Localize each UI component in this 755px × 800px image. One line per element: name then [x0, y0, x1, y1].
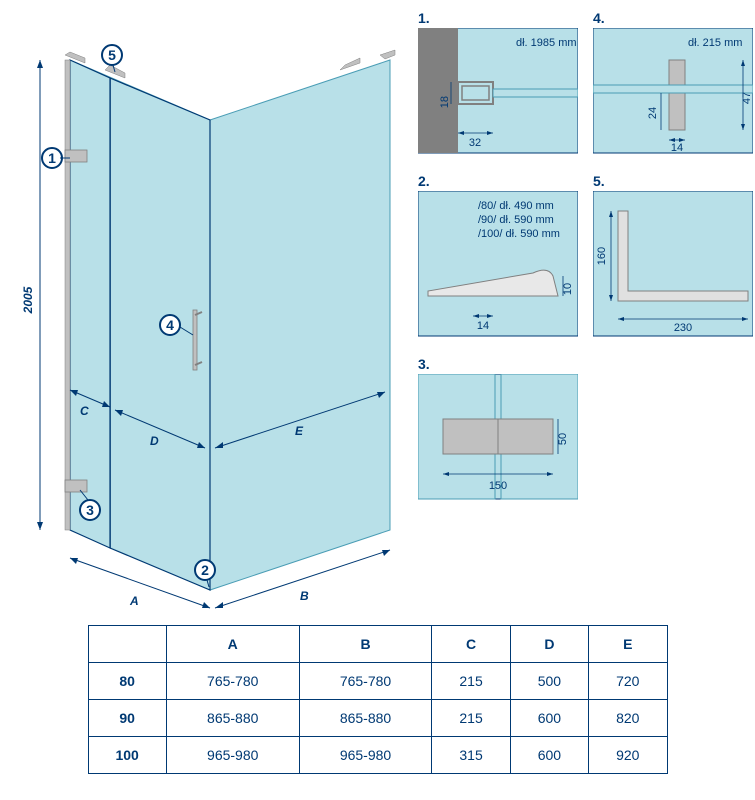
table-header: D: [510, 626, 588, 663]
svg-text:E: E: [295, 424, 304, 438]
table-row: 90 865-880 865-880 215 600 820: [88, 700, 667, 737]
table-cell: 100: [88, 737, 166, 774]
table-header: E: [589, 626, 667, 663]
table-cell: 215: [432, 700, 510, 737]
table-cell: 600: [510, 700, 588, 737]
table-cell: 865-880: [166, 700, 299, 737]
svg-text:32: 32: [469, 137, 481, 149]
detail-3-label: 3.: [418, 356, 583, 372]
detail-1-label: 1.: [418, 10, 583, 26]
svg-text:dł. 1985 mm: dł. 1985 mm: [516, 37, 577, 49]
table-row: 100 965-980 965-980 315 600 920: [88, 737, 667, 774]
detail-5-label: 5.: [593, 173, 755, 189]
svg-text:C: C: [80, 404, 89, 418]
table-cell: 765-780: [166, 663, 299, 700]
detail-2-label: 2.: [418, 173, 583, 189]
svg-text:/80/ dł. 490 mm: /80/ dł. 490 mm: [478, 200, 554, 212]
table-row: 80 765-780 765-780 215 500 720: [88, 663, 667, 700]
main-shower-diagram: 2005 1 5 4 3: [10, 10, 410, 615]
svg-text:dł. 215 mm: dł. 215 mm: [688, 37, 742, 49]
svg-text:230: 230: [674, 322, 692, 334]
table-cell: 865-880: [299, 700, 432, 737]
table-cell: 315: [432, 737, 510, 774]
svg-text:B: B: [300, 589, 309, 603]
detail-4: 4. dł. 215 mm 47 24 14: [593, 10, 755, 163]
detail-5: 5. 160 230: [593, 173, 755, 346]
svg-text:50: 50: [557, 433, 569, 445]
table-cell: 90: [88, 700, 166, 737]
table-header: C: [432, 626, 510, 663]
dimensions-table: A B C D E 80 765-780 765-780 215 500 720…: [88, 625, 668, 774]
table-cell: 765-780: [299, 663, 432, 700]
table-cell: 80: [88, 663, 166, 700]
table-cell: 500: [510, 663, 588, 700]
detail-2: 2. /80/ dł. 490 mm /90/ dł. 590 mm /100/…: [418, 173, 583, 346]
svg-text:3: 3: [86, 502, 94, 518]
svg-text:D: D: [150, 434, 159, 448]
table-header: [88, 626, 166, 663]
diagram-container: 2005 1 5 4 3: [10, 10, 745, 615]
svg-text:18: 18: [439, 96, 451, 108]
table-header: B: [299, 626, 432, 663]
svg-text:5: 5: [108, 47, 116, 63]
svg-text:/100/ dł. 590 mm: /100/ dł. 590 mm: [478, 228, 560, 240]
table-header: A: [166, 626, 299, 663]
table-cell: 965-980: [299, 737, 432, 774]
table-cell: 965-980: [166, 737, 299, 774]
svg-text:2: 2: [201, 562, 209, 578]
svg-text:A: A: [129, 594, 139, 608]
detail-panels: 1. dł. 1985 mm 18 32 4.: [418, 10, 755, 615]
svg-text:14: 14: [671, 142, 683, 154]
svg-text:160: 160: [596, 247, 608, 265]
svg-text:47: 47: [741, 92, 753, 104]
table-header-row: A B C D E: [88, 626, 667, 663]
svg-text:4: 4: [166, 317, 174, 333]
svg-text:2005: 2005: [21, 286, 35, 314]
table-cell: 720: [589, 663, 667, 700]
svg-text:10: 10: [562, 283, 574, 295]
detail-1: 1. dł. 1985 mm 18 32: [418, 10, 583, 163]
table-cell: 920: [589, 737, 667, 774]
detail-3: 3. 50 150: [418, 356, 583, 509]
table-cell: 215: [432, 663, 510, 700]
svg-text:1: 1: [48, 150, 56, 166]
svg-text:14: 14: [477, 320, 489, 332]
svg-text:24: 24: [647, 107, 659, 119]
svg-text:/90/ dł. 590 mm: /90/ dł. 590 mm: [478, 214, 554, 226]
table-cell: 820: [589, 700, 667, 737]
table-cell: 600: [510, 737, 588, 774]
detail-4-label: 4.: [593, 10, 755, 26]
svg-text:150: 150: [489, 480, 507, 492]
